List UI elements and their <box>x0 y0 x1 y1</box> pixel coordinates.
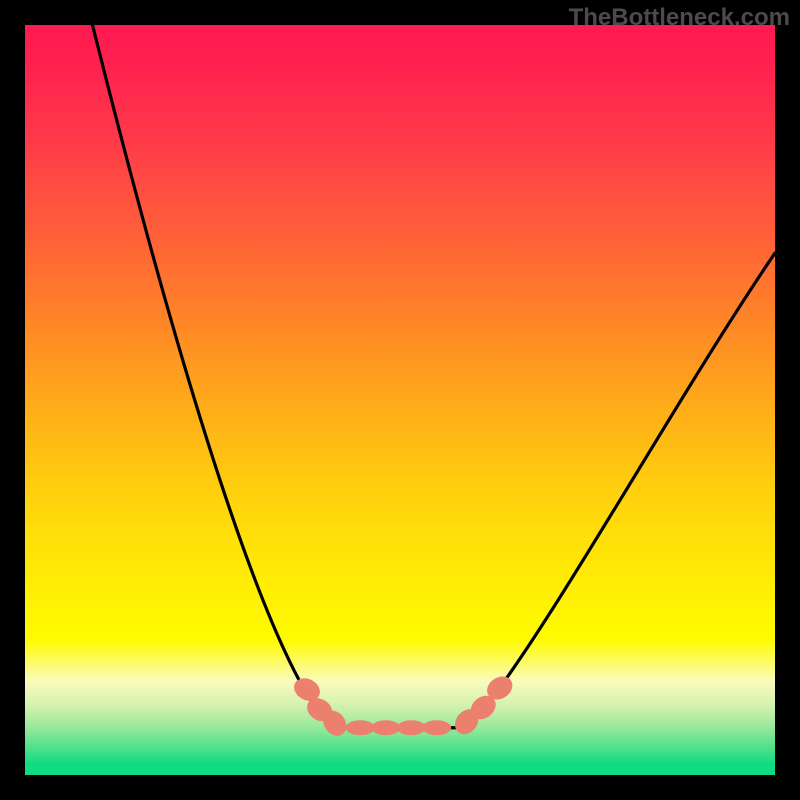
bead-marker <box>346 721 374 735</box>
chart-svg <box>25 25 775 775</box>
watermark-text: TheBottleneck.com <box>569 4 790 32</box>
gradient-background <box>25 25 775 775</box>
bead-marker <box>397 721 425 735</box>
bead-marker <box>372 721 400 735</box>
plot-area <box>25 25 775 775</box>
bead-marker <box>423 721 451 735</box>
